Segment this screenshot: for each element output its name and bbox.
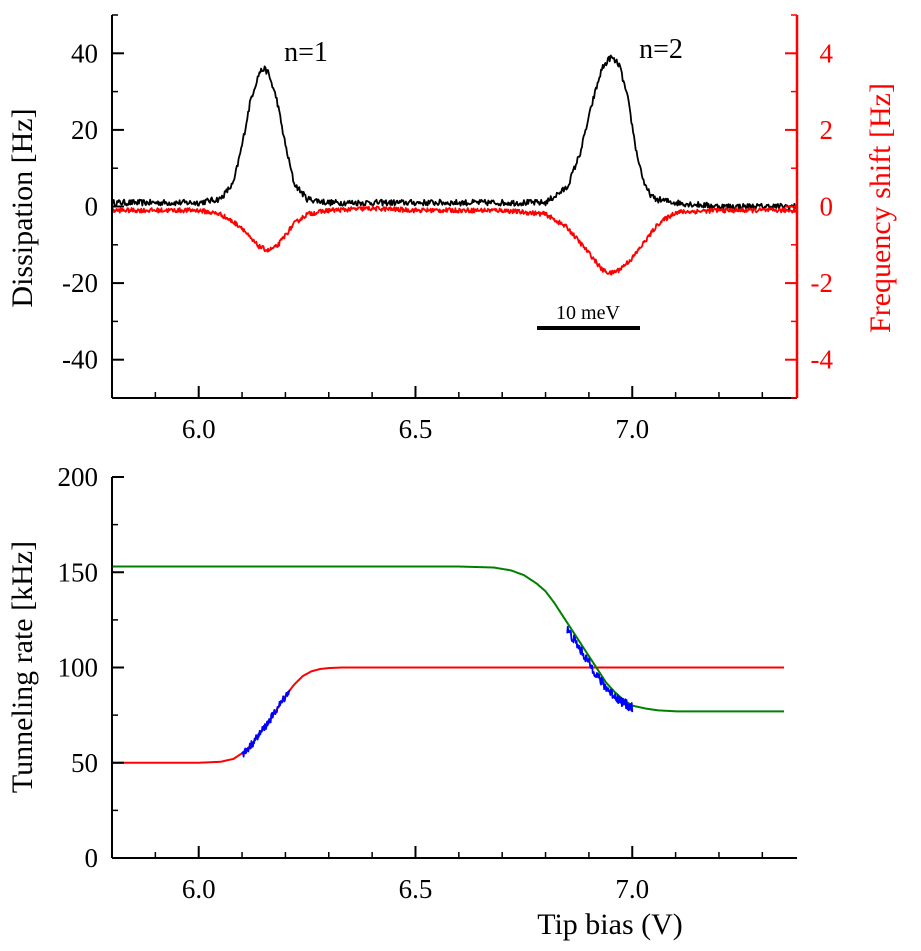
bottom-y-tick-label: 200 [58, 462, 99, 492]
bottom-x-axis-title: Tip bias (V) [537, 908, 683, 941]
blue-measured-segment-1 [241, 689, 291, 758]
bottom-x-tick-label: 7.0 [615, 874, 649, 904]
top-x-tick-label: 7.0 [615, 414, 649, 444]
annotation-n2: n=2 [639, 34, 683, 65]
blue-measured-segment-2 [566, 625, 634, 713]
left-axis-title: Dissipation [Hz] [6, 108, 39, 307]
top-left-tick-label: 0 [85, 192, 99, 222]
scale-bar-label: 10 meV [556, 302, 620, 324]
top-left-tick-label: 40 [71, 38, 98, 68]
top-series-group [111, 54, 798, 276]
green-rate-line [111, 565, 785, 713]
top-x-tick-label: 6.0 [182, 414, 216, 444]
bottom-series-group [111, 565, 785, 764]
bottom-x-tick-label: 6.0 [182, 874, 216, 904]
top-left-tick-label: 20 [71, 115, 98, 145]
bottom-y-tick-label: 50 [71, 748, 98, 778]
top-right-tick-label: 2 [820, 115, 834, 145]
top-x-tick-label: 6.5 [399, 414, 433, 444]
right-axis-title: Frequency shift [Hz] [864, 83, 897, 333]
bottom-y-tick-label: 150 [58, 557, 99, 587]
bottom-x-tick-label: 6.5 [399, 874, 433, 904]
bottom-panel: 200 150 100 50 0 6.0 6.5 7.0 Tunneling rate [kH… [6, 462, 797, 941]
bottom-y-axis-title: Tunneling rate [kHz] [6, 541, 39, 793]
top-right-tick-label: -4 [811, 345, 834, 375]
bottom-axes-group: 200 150 100 50 0 6.0 6.5 7.0 [58, 462, 797, 904]
dissipation-line [111, 54, 798, 211]
bottom-y-tick-label: 100 [58, 653, 99, 683]
top-right-tick-label: 4 [820, 38, 834, 68]
bottom-y-tick-label: 0 [85, 843, 99, 873]
annotation-n1: n=1 [284, 37, 328, 68]
top-left-tick-label: -20 [62, 268, 98, 298]
frequency-shift-line [111, 205, 798, 276]
top-right-tick-label: -2 [811, 268, 834, 298]
top-left-tick-label: -40 [62, 345, 98, 375]
top-right-tick-label: 0 [820, 192, 834, 222]
red-rate-line [111, 666, 785, 764]
